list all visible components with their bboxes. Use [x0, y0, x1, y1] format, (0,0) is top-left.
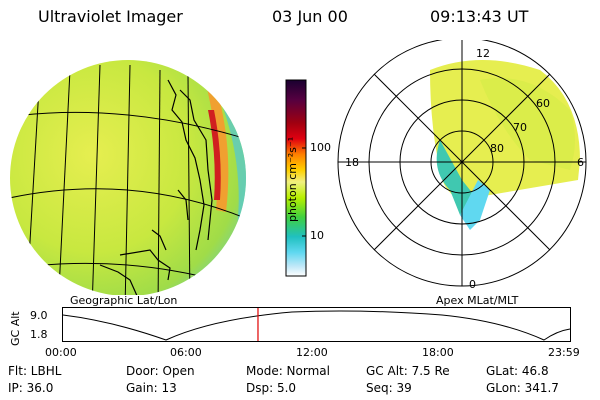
polar-bright-region [480, 78, 575, 170]
glon-info: GLon: 341.7 [486, 381, 559, 395]
geographic-image[interactable] [0, 40, 270, 295]
mlat-label-70: 70 [513, 121, 527, 134]
mlat-label-80: 80 [490, 142, 504, 155]
mlt-label-0: 0 [469, 278, 476, 291]
altitude-plot[interactable] [62, 307, 572, 347]
colorbar-tick-100: 100 [310, 141, 331, 154]
colorbar-scale [285, 79, 307, 277]
altitude-y-label: GC Alt [9, 311, 22, 346]
filter-info: Flt: LBHL [8, 364, 62, 378]
colorbar-tick-10: 10 [310, 229, 324, 242]
polar-image[interactable] [330, 40, 598, 295]
polar-grid [337, 40, 587, 287]
door-info: Door: Open [126, 364, 195, 378]
glat-info: GLat: 46.8 [486, 364, 549, 378]
gain-info: Gain: 13 [126, 381, 177, 395]
time-label: 09:13:43 UT [430, 7, 529, 26]
colorbar-unit-label: photon cm⁻²s⁻¹ [286, 136, 299, 222]
coastlines [99, 79, 213, 295]
mlat-label-60: 60 [536, 97, 550, 110]
altitude-frame [62, 307, 571, 342]
x-tick-1200: 12:00 [296, 346, 328, 359]
instrument-title: Ultraviolet Imager [38, 7, 183, 26]
altitude-curve [62, 310, 571, 341]
seq-info: Seq: 39 [366, 381, 412, 395]
x-tick-2359: 23:59 [548, 346, 580, 359]
dayglow-limb-bright [208, 110, 221, 200]
altitude-tick-high: 9.0 [30, 309, 48, 322]
polar-cyan-region [436, 140, 478, 220]
left-panel-caption: Geographic Lat/Lon [70, 294, 178, 307]
colorbar [285, 79, 307, 277]
mlt-label-12: 12 [476, 47, 490, 60]
x-tick-1800: 18:00 [422, 346, 454, 359]
right-panel-caption: Apex MLat/MLT [436, 294, 519, 307]
altitude-tick-low: 1.8 [30, 328, 48, 341]
mode-info: Mode: Normal [246, 364, 330, 378]
x-tick-0600: 06:00 [170, 346, 202, 359]
dsp-info: Dsp: 5.0 [246, 381, 297, 395]
date-label: 03 Jun 00 [272, 7, 348, 26]
x-tick-0000: 00:00 [45, 346, 77, 359]
gc-alt-info: GC Alt: 7.5 Re [366, 364, 450, 378]
polar-light-cyan-region [460, 180, 490, 230]
mlt-label-6: 6 [577, 156, 584, 169]
mlt-label-18: 18 [345, 156, 359, 169]
ip-info: IP: 36.0 [8, 381, 54, 395]
